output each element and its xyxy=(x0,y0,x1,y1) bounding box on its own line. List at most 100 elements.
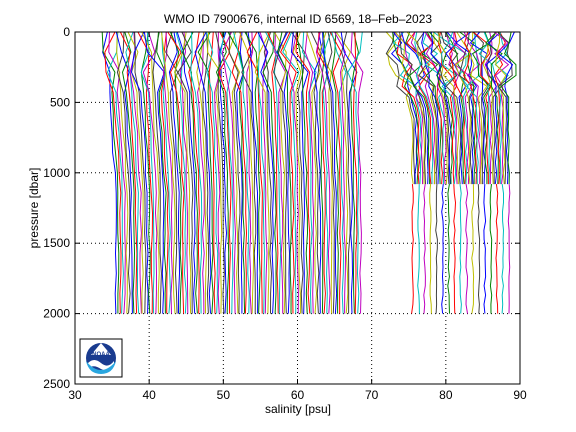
profile-line xyxy=(101,31,120,314)
profile-line xyxy=(501,184,505,314)
profile-line xyxy=(181,31,198,314)
profile-line xyxy=(445,31,467,185)
profile-line xyxy=(143,31,165,314)
profile-line xyxy=(134,31,147,314)
x-tick-label: 50 xyxy=(217,388,231,402)
profile-line xyxy=(267,31,279,314)
profile-line xyxy=(485,31,501,185)
profile-line xyxy=(290,31,309,314)
profile-line xyxy=(152,31,162,314)
profile-line xyxy=(208,31,216,314)
profile-line xyxy=(385,31,414,185)
profile-line xyxy=(140,31,155,314)
profile-line xyxy=(227,31,246,314)
profile-line xyxy=(121,31,136,314)
plot-frame xyxy=(74,31,521,385)
profile-line xyxy=(507,184,511,314)
x-axis-title: salinity [psu] xyxy=(265,402,331,416)
x-tick-label: 30 xyxy=(68,388,82,402)
profile-line xyxy=(459,31,476,185)
profile-line xyxy=(469,31,488,185)
y-tick-label: 500 xyxy=(50,95,70,109)
x-tick-label: 80 xyxy=(439,388,453,402)
profile-line xyxy=(405,31,431,185)
noaa-logo: NOAA xyxy=(79,338,123,378)
profile-line xyxy=(319,31,326,314)
y-tick-label: 2500 xyxy=(43,377,70,391)
profile-line xyxy=(220,31,234,314)
profile-line xyxy=(287,31,299,314)
profile-line xyxy=(469,31,488,185)
profile-line xyxy=(423,184,426,314)
profile-line xyxy=(421,31,442,185)
profile-line xyxy=(445,31,466,185)
profile-line xyxy=(188,31,200,314)
profile-line xyxy=(392,31,423,185)
profile-line xyxy=(291,31,305,314)
profile-line xyxy=(244,31,261,314)
profile-line xyxy=(246,31,263,314)
profile-line xyxy=(429,184,432,314)
profile-line xyxy=(129,31,142,314)
profile-line xyxy=(196,31,208,314)
profile-line xyxy=(385,31,416,185)
profile-line xyxy=(390,31,418,185)
profile-line xyxy=(334,31,347,314)
logo-gull xyxy=(91,343,111,355)
profile-line xyxy=(486,31,502,185)
profile-line xyxy=(478,31,496,185)
logo-wave xyxy=(88,360,114,371)
profile-line xyxy=(350,31,359,314)
y-tick-labels: 0 500 1000 1500 2000 2500 xyxy=(43,25,70,391)
profile-line xyxy=(419,31,444,185)
profile-line xyxy=(301,31,317,314)
profile-line xyxy=(231,31,248,314)
profile-line xyxy=(315,31,331,314)
profile-line xyxy=(241,31,257,314)
profile-line xyxy=(236,31,245,314)
x-tick-label: 40 xyxy=(142,388,156,402)
profile-line xyxy=(173,31,192,314)
profile-line xyxy=(304,31,315,314)
profile-line xyxy=(239,31,255,314)
profile-line xyxy=(190,31,203,314)
profile-line xyxy=(104,31,122,314)
profile-line xyxy=(295,31,311,314)
profile-line xyxy=(465,184,469,314)
profile-line xyxy=(116,31,131,314)
profile-line xyxy=(458,31,475,185)
profile-line xyxy=(106,31,124,314)
profile-line xyxy=(495,31,507,185)
profile-line xyxy=(485,31,503,185)
profile-line xyxy=(447,184,450,314)
profile-line xyxy=(459,184,462,314)
profile-line xyxy=(329,31,342,314)
profile-line xyxy=(263,31,273,314)
profile-line xyxy=(137,31,154,314)
profile-line xyxy=(341,31,351,314)
profile-line xyxy=(411,184,414,314)
x-tick-label: 70 xyxy=(365,388,379,402)
profile-line xyxy=(215,31,230,314)
profile-line xyxy=(497,31,515,185)
y-tick-label: 2000 xyxy=(43,307,70,321)
profile-line xyxy=(340,31,358,314)
profile-line xyxy=(430,31,452,185)
y-tick-label: 1000 xyxy=(43,166,70,180)
profile-line xyxy=(392,31,419,185)
profile-line xyxy=(197,31,205,314)
profile-line xyxy=(347,31,363,314)
profile-line xyxy=(441,184,444,314)
profile-line xyxy=(428,31,453,185)
profile-line xyxy=(127,31,144,314)
profile-line xyxy=(414,31,434,185)
profile-line xyxy=(280,31,297,314)
profile-line xyxy=(156,31,167,314)
profile-line xyxy=(489,184,493,314)
profile-line xyxy=(233,31,250,314)
profile-line xyxy=(265,31,282,314)
profile-line xyxy=(140,31,151,314)
profile-line xyxy=(254,31,271,314)
profile-line xyxy=(119,31,138,314)
x-tick-label: 90 xyxy=(513,388,527,402)
